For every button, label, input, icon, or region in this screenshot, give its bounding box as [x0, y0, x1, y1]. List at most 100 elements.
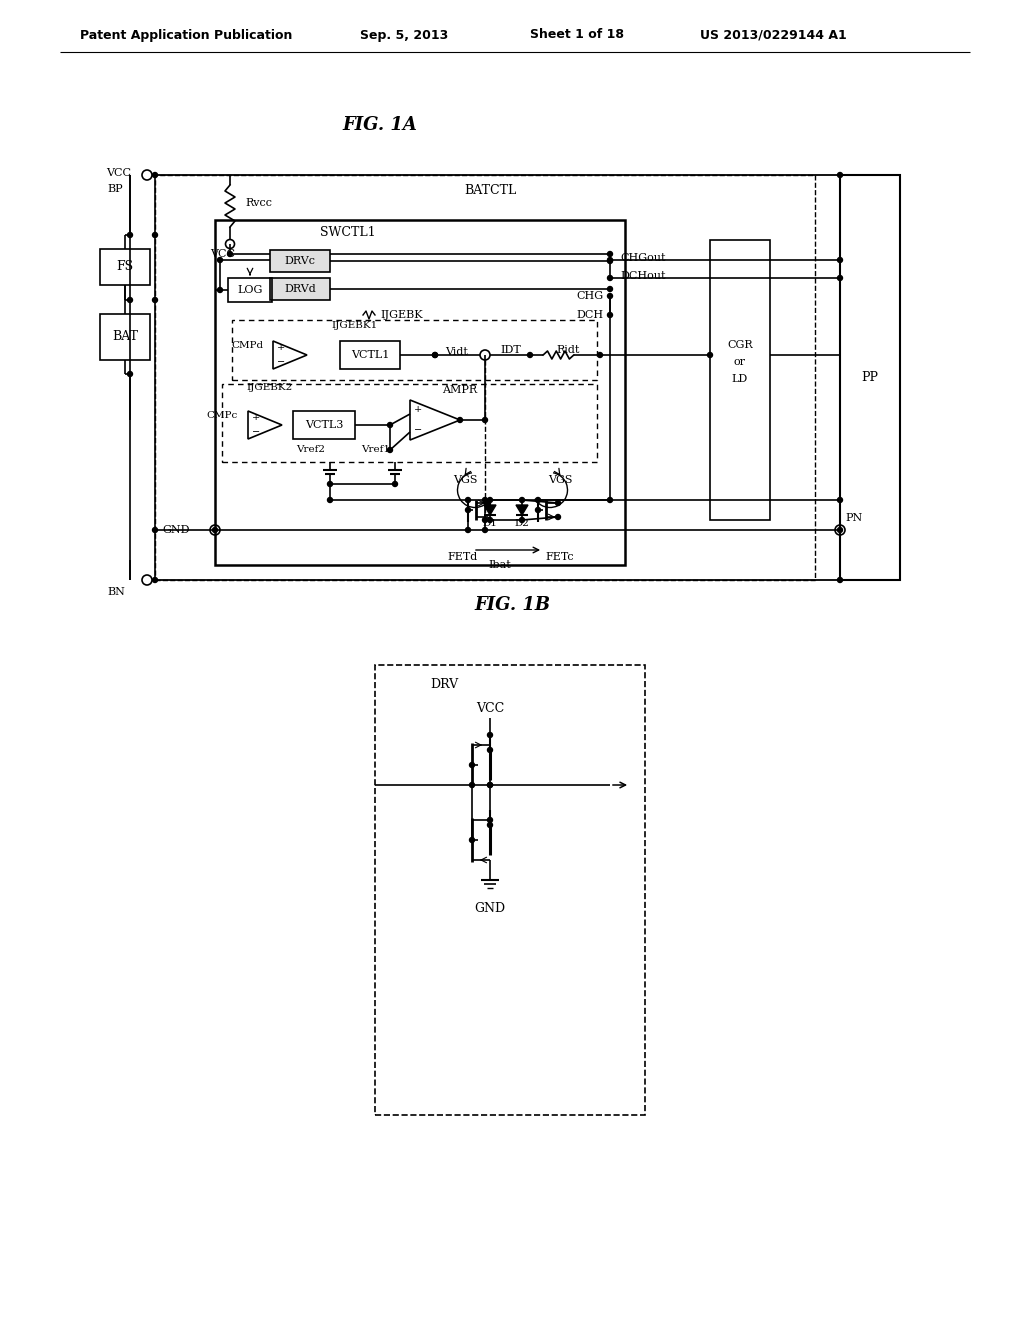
Circle shape — [217, 288, 222, 293]
Circle shape — [458, 417, 463, 422]
Circle shape — [432, 352, 437, 358]
Circle shape — [387, 422, 392, 428]
Circle shape — [153, 232, 158, 238]
Circle shape — [838, 257, 843, 263]
Text: Ibat: Ibat — [488, 560, 511, 570]
Circle shape — [466, 507, 470, 512]
Bar — [215, 220, 625, 565]
Circle shape — [487, 747, 493, 752]
Text: CMPc: CMPc — [207, 411, 238, 420]
Circle shape — [482, 498, 487, 503]
Bar — [155, 176, 815, 579]
Text: Vidt: Vidt — [445, 347, 468, 356]
Circle shape — [487, 783, 493, 788]
Text: BATCTL: BATCTL — [464, 183, 516, 197]
Circle shape — [607, 293, 612, 298]
Text: Rvcc: Rvcc — [245, 198, 272, 209]
Text: BAT: BAT — [112, 330, 138, 343]
Text: FIG. 1B: FIG. 1B — [474, 597, 550, 614]
Text: FETc: FETc — [546, 552, 574, 562]
Polygon shape — [516, 506, 528, 515]
Text: −: − — [252, 428, 260, 437]
Text: D1: D1 — [482, 520, 498, 528]
Text: IJGEBK2: IJGEBK2 — [247, 384, 293, 392]
Circle shape — [482, 517, 487, 523]
Text: VCTL1: VCTL1 — [351, 350, 389, 360]
Circle shape — [607, 257, 612, 263]
Circle shape — [487, 733, 493, 738]
Circle shape — [607, 252, 612, 256]
Text: FETd: FETd — [447, 552, 478, 562]
Circle shape — [328, 498, 333, 503]
Text: PP: PP — [861, 371, 879, 384]
Circle shape — [485, 500, 490, 506]
Text: Vref2: Vref2 — [296, 446, 325, 454]
Circle shape — [597, 352, 602, 358]
Circle shape — [217, 257, 222, 263]
Bar — [228, 279, 272, 302]
Circle shape — [536, 507, 541, 512]
Text: IJGEBK: IJGEBK — [380, 310, 423, 319]
Circle shape — [387, 447, 392, 453]
Text: VCTL3: VCTL3 — [305, 420, 343, 430]
Bar — [100, 314, 150, 360]
Circle shape — [153, 297, 158, 302]
Circle shape — [328, 482, 333, 487]
Text: DRV: DRV — [430, 678, 458, 692]
Text: VCC: VCC — [210, 249, 234, 259]
Circle shape — [838, 173, 843, 177]
Circle shape — [153, 528, 158, 532]
Text: CMPd: CMPd — [230, 341, 263, 350]
Text: AMPR: AMPR — [442, 385, 477, 395]
Circle shape — [555, 515, 560, 520]
Text: CHG: CHG — [577, 290, 603, 301]
Text: VCC: VCC — [476, 701, 504, 714]
Circle shape — [607, 313, 612, 318]
Circle shape — [469, 783, 474, 788]
Circle shape — [482, 417, 487, 422]
Text: D2: D2 — [515, 520, 529, 528]
Circle shape — [153, 578, 158, 582]
Circle shape — [555, 500, 560, 506]
Bar — [222, 384, 597, 462]
Circle shape — [128, 232, 132, 238]
Text: Sep. 5, 2013: Sep. 5, 2013 — [360, 29, 449, 41]
Text: DCHout: DCHout — [620, 271, 666, 281]
Circle shape — [469, 763, 474, 767]
Text: GND: GND — [474, 902, 506, 915]
Bar — [840, 176, 900, 579]
Text: +: + — [252, 413, 260, 422]
Circle shape — [487, 498, 493, 503]
Text: −: − — [276, 358, 285, 367]
Text: GND: GND — [163, 525, 190, 535]
Circle shape — [482, 528, 487, 532]
Text: PN: PN — [845, 513, 862, 523]
Bar — [293, 411, 355, 440]
Bar — [710, 240, 770, 520]
Text: +: + — [414, 405, 422, 414]
Circle shape — [519, 498, 524, 503]
Text: DRVc: DRVc — [285, 256, 315, 267]
Text: DRVd: DRVd — [284, 284, 315, 294]
Text: DCH: DCH — [577, 310, 603, 319]
Text: BP: BP — [106, 183, 123, 194]
Circle shape — [708, 352, 713, 358]
Text: −: − — [414, 425, 422, 434]
Circle shape — [487, 822, 493, 828]
Text: FS: FS — [117, 260, 133, 273]
Text: FIG. 1A: FIG. 1A — [343, 116, 418, 135]
Bar — [340, 341, 400, 370]
Circle shape — [392, 482, 397, 487]
Circle shape — [838, 578, 843, 582]
Text: VGS: VGS — [548, 475, 572, 484]
Circle shape — [527, 352, 532, 358]
Circle shape — [536, 498, 541, 503]
Text: Sheet 1 of 18: Sheet 1 of 18 — [530, 29, 624, 41]
Circle shape — [607, 498, 612, 503]
Bar — [232, 319, 597, 380]
Circle shape — [838, 276, 843, 281]
Bar — [100, 249, 150, 285]
Text: VGS: VGS — [453, 475, 477, 484]
Circle shape — [432, 352, 437, 358]
Polygon shape — [484, 506, 496, 515]
